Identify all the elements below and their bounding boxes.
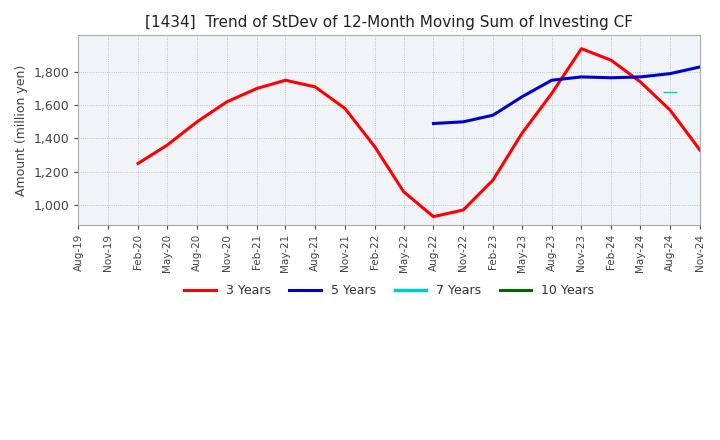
Line: 3 Years: 3 Years <box>138 49 700 216</box>
Y-axis label: Amount (million yen): Amount (million yen) <box>15 65 28 196</box>
Legend: 3 Years, 5 Years, 7 Years, 10 Years: 3 Years, 5 Years, 7 Years, 10 Years <box>179 279 599 302</box>
Line: 5 Years: 5 Years <box>433 67 700 124</box>
Title: [1434]  Trend of StDev of 12-Month Moving Sum of Investing CF: [1434] Trend of StDev of 12-Month Moving… <box>145 15 633 30</box>
